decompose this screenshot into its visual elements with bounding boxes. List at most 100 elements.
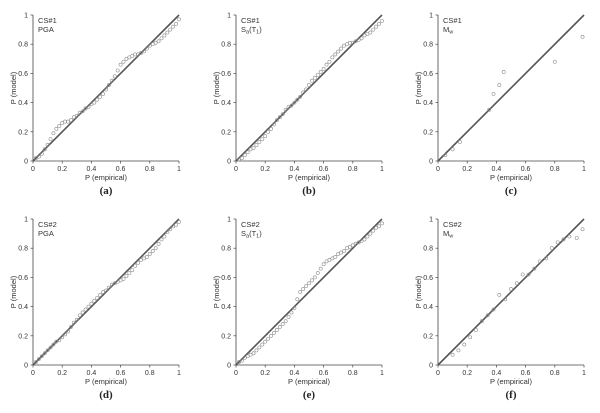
- y-tick-label: 0: [24, 363, 28, 370]
- data-point: [324, 62, 329, 67]
- y-tick-label: 0.6: [221, 275, 231, 282]
- x-tick-label: 0.6: [319, 166, 329, 173]
- data-point: [48, 137, 53, 142]
- data-point: [272, 122, 276, 127]
- data-point: [133, 263, 138, 268]
- panel-annotation-line: CS#2: [241, 220, 260, 229]
- x-tick-label: 1: [177, 370, 181, 377]
- y-tick-label: 0.4: [18, 304, 28, 311]
- y-tick-label: 1: [227, 13, 231, 20]
- data-point: [263, 134, 268, 139]
- y-tick-label: 0.2: [221, 333, 231, 340]
- data-point: [336, 49, 341, 54]
- chart-panel: 0 0.2 0.4 0.6 0.8 1 0 0.2 0.4 0.6 0.8 1 P (empirical…: [212, 13, 384, 198]
- x-tick-label: 1: [582, 166, 586, 173]
- y-axis-title: P (model): [9, 275, 18, 308]
- y-tick-label: 0.8: [18, 42, 28, 49]
- data-point: [365, 32, 370, 36]
- data-point: [162, 234, 167, 239]
- data-point: [501, 70, 506, 74]
- chart-panel: 0 0.2 0.4 0.6 0.8 1 0 0.2 0.4 0.6 0.8 1 P (empirical…: [414, 13, 586, 198]
- data-point: [150, 249, 155, 254]
- data-point: [321, 262, 326, 267]
- data-point: [315, 72, 320, 77]
- data-point: [115, 279, 120, 284]
- data-point: [374, 225, 379, 230]
- y-tick-label: 0.2: [221, 129, 231, 136]
- data-point: [526, 272, 531, 277]
- x-axis-title: P (empirical): [490, 173, 532, 182]
- panel-annotation-line: Mw: [443, 229, 453, 240]
- y-tick-label: 0.8: [221, 42, 231, 49]
- data-point: [295, 97, 300, 102]
- data-point: [487, 108, 492, 112]
- data-point: [142, 256, 146, 261]
- data-point: [312, 275, 317, 280]
- panel-annotation-line: Mw: [443, 25, 453, 36]
- data-point: [71, 320, 76, 325]
- y-tick-label: 0.8: [423, 246, 433, 253]
- data-point: [147, 43, 152, 48]
- data-point: [95, 295, 100, 300]
- x-tick-label: 0.2: [57, 166, 67, 173]
- panel-letter: (e): [303, 389, 316, 401]
- data-point: [74, 317, 79, 322]
- panel-annotation-line: PGA: [38, 229, 54, 238]
- data-point: [168, 227, 173, 232]
- data-point: [380, 221, 384, 226]
- data-point: [503, 297, 508, 302]
- data-point: [538, 259, 543, 264]
- data-point: [156, 241, 161, 246]
- data-point: [42, 351, 47, 356]
- panel-letter: (c): [505, 185, 518, 197]
- y-tick-label: 0.8: [18, 246, 28, 253]
- data-point: [327, 257, 332, 262]
- data-point: [86, 105, 91, 109]
- data-point: [567, 234, 572, 239]
- data-point: [83, 307, 88, 312]
- x-tick-label: 0.4: [492, 370, 502, 377]
- data-point: [260, 137, 265, 142]
- x-tick-label: 0.4: [87, 166, 97, 173]
- x-axis-title: P (empirical): [85, 173, 127, 182]
- data-point: [368, 30, 373, 35]
- data-point: [112, 281, 117, 286]
- y-axis-title: P (model): [9, 71, 18, 104]
- data-point: [295, 297, 300, 302]
- x-tick-label: 0.8: [348, 166, 358, 173]
- data-point: [251, 351, 256, 356]
- data-point: [165, 30, 170, 35]
- data-point: [359, 36, 364, 41]
- data-point: [462, 342, 467, 347]
- data-point: [272, 330, 276, 335]
- data-point: [532, 266, 537, 271]
- data-point: [333, 52, 338, 57]
- data-point: [174, 21, 178, 26]
- data-point: [147, 252, 152, 256]
- data-point: [51, 342, 56, 347]
- data-point: [121, 59, 126, 64]
- data-point: [237, 157, 241, 162]
- x-tick-label: 1: [380, 370, 384, 377]
- data-point: [36, 154, 41, 159]
- data-point: [159, 36, 164, 41]
- x-tick-label: 1: [380, 166, 384, 173]
- data-point: [242, 153, 247, 158]
- chart-panel: 0 0.2 0.4 0.6 0.8 1 0 0.2 0.4 0.6 0.8 1 P (empirical…: [414, 217, 586, 402]
- panel-annotation-line: Sa(T1): [241, 229, 262, 240]
- data-point: [112, 74, 117, 79]
- data-point: [60, 335, 65, 340]
- data-point: [450, 147, 455, 152]
- y-tick-label: 0.6: [423, 275, 433, 282]
- y-tick-label: 0.4: [18, 100, 28, 107]
- y-tick-label: 0.4: [423, 100, 433, 107]
- y-tick-label: 0.4: [221, 304, 231, 311]
- data-point: [371, 27, 376, 32]
- data-point: [312, 75, 317, 80]
- data-point: [280, 322, 285, 327]
- data-point: [298, 290, 303, 294]
- data-point: [310, 78, 314, 83]
- data-point: [333, 255, 338, 259]
- y-tick-label: 0: [24, 159, 28, 166]
- data-point: [497, 83, 502, 87]
